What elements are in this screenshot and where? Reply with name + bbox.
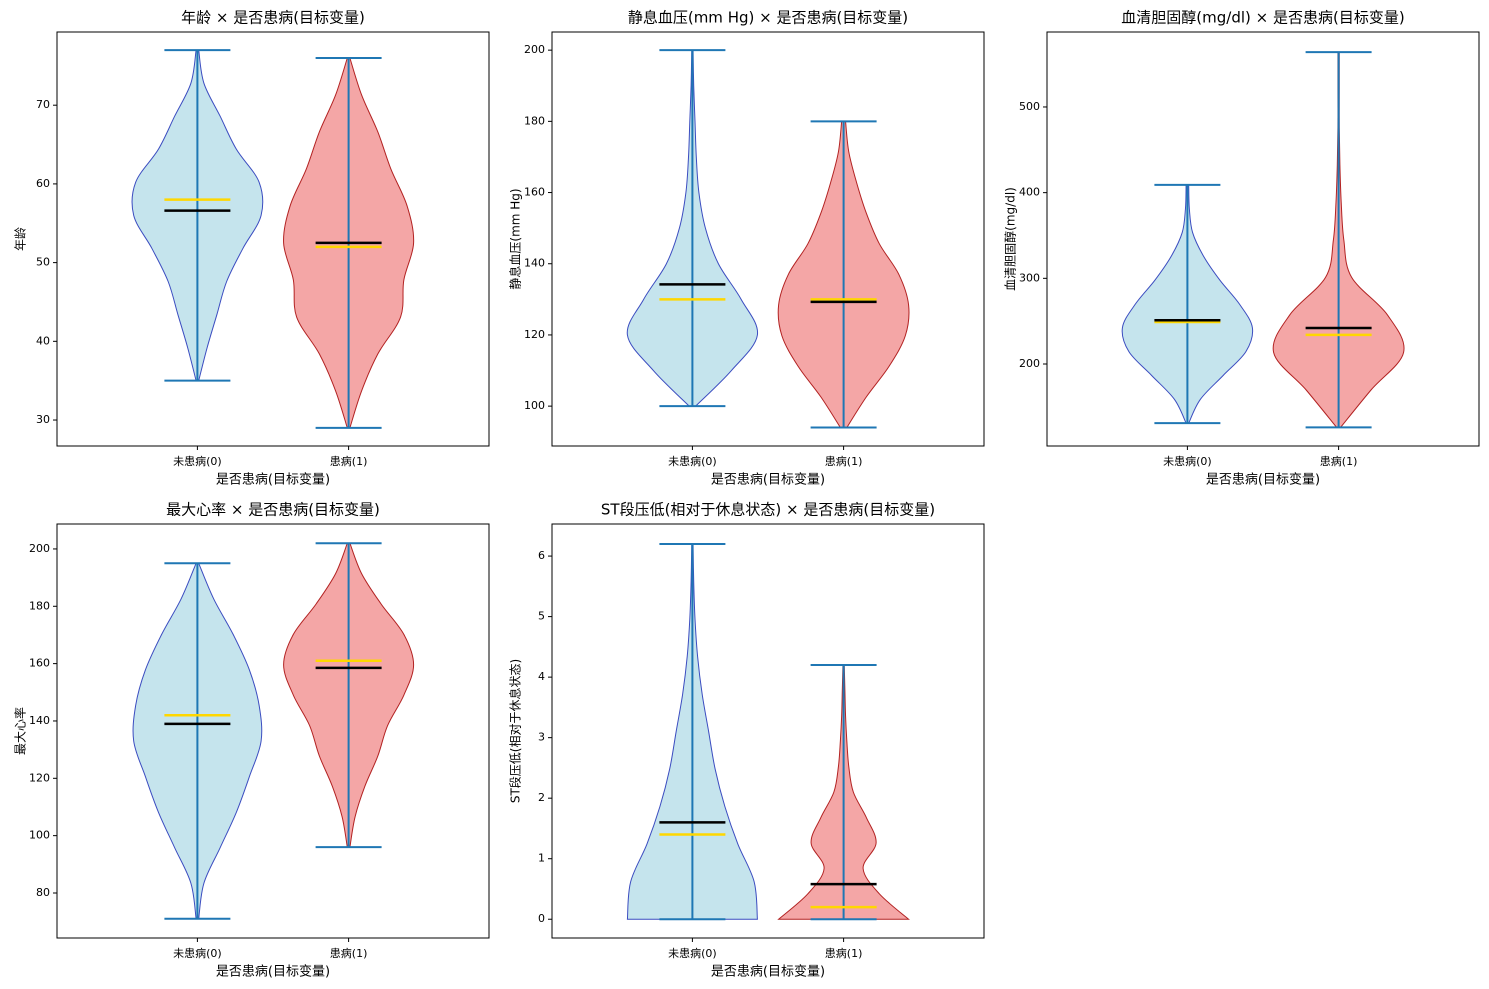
y-tick-label: 140 xyxy=(29,714,50,727)
subplot-title: 年龄 × 是否患病(目标变量) xyxy=(181,9,365,27)
x-axis-label: 是否患病(目标变量) xyxy=(1206,472,1320,488)
plot-frame xyxy=(551,31,985,447)
x-tick-label: 未患病(0) xyxy=(173,946,222,960)
x-axis-label: 是否患病(目标变量) xyxy=(216,964,330,980)
y-tick-label: 5 xyxy=(538,610,545,623)
subplot: 血清胆固醇(mg/dl) × 是否患病(目标变量) 是否患病(目标变量) 血清胆固醇… xyxy=(1003,9,1480,488)
y-axis-label: ST段压低(相对于休息状态) xyxy=(508,659,523,803)
y-tick-label: 200 xyxy=(1019,357,1040,370)
x-axis-label: 是否患病(目标变量) xyxy=(711,472,825,488)
x-tick-label: 未患病(0) xyxy=(668,946,717,960)
y-tick-label: 60 xyxy=(36,177,50,190)
y-tick-label: 100 xyxy=(524,399,545,412)
x-tick-label: 患病(1) xyxy=(825,946,863,960)
plot-frame xyxy=(56,31,490,447)
y-tick-label: 4 xyxy=(538,670,545,683)
y-tick-label: 3 xyxy=(538,731,545,744)
y-axis-label: 最大心率 xyxy=(13,707,28,755)
y-tick-label: 160 xyxy=(29,657,50,670)
subplot-title: ST段压低(相对于休息状态) × 是否患病(目标变量) xyxy=(601,501,935,519)
y-tick-label: 1 xyxy=(538,852,545,865)
y-tick-label: 100 xyxy=(29,829,50,842)
y-tick-label: 400 xyxy=(1019,186,1040,199)
y-axis-label: 年龄 xyxy=(14,227,28,251)
y-tick-label: 180 xyxy=(524,114,545,127)
x-axis-label: 是否患病(目标变量) xyxy=(711,964,825,980)
x-tick-label: 未患病(0) xyxy=(173,454,222,468)
y-tick-label: 70 xyxy=(36,98,50,111)
x-tick-label: 患病(1) xyxy=(825,454,863,468)
y-tick-label: 80 xyxy=(36,886,50,899)
subplot-title: 血清胆固醇(mg/dl) × 是否患病(目标变量) xyxy=(1121,9,1404,27)
y-tick-label: 30 xyxy=(36,413,50,426)
y-axis-label: 血清胆固醇(mg/dl) xyxy=(1003,187,1018,291)
plot-frame xyxy=(1046,31,1480,447)
plot-frame xyxy=(551,523,985,939)
x-tick-label: 患病(1) xyxy=(330,454,368,468)
y-tick-label: 140 xyxy=(524,257,545,270)
x-tick-label: 未患病(0) xyxy=(1163,454,1212,468)
y-tick-label: 6 xyxy=(538,549,545,562)
subplot: 最大心率 × 是否患病(目标变量) 是否患病(目标变量) 最大心率 80 100 120 1… xyxy=(13,501,490,980)
y-tick-label: 120 xyxy=(29,771,50,784)
x-tick-label: 未患病(0) xyxy=(668,454,717,468)
y-axis-label: 静息血压(mm Hg) xyxy=(508,188,523,289)
y-tick-label: 120 xyxy=(524,328,545,341)
x-axis-label: 是否患病(目标变量) xyxy=(216,472,330,488)
subplot: 静息血压(mm Hg) × 是否患病(目标变量) 是否患病(目标变量) 静息血压(m… xyxy=(508,9,985,488)
subplot-title: 静息血压(mm Hg) × 是否患病(目标变量) xyxy=(628,9,908,27)
y-tick-label: 180 xyxy=(29,599,50,612)
y-tick-label: 200 xyxy=(29,542,50,555)
y-tick-label: 0 xyxy=(538,912,545,925)
y-tick-label: 500 xyxy=(1019,100,1040,113)
plot-frame xyxy=(56,523,490,939)
y-tick-label: 200 xyxy=(524,43,545,56)
x-tick-label: 患病(1) xyxy=(330,946,368,960)
x-tick-label: 患病(1) xyxy=(1320,454,1358,468)
y-tick-label: 300 xyxy=(1019,271,1040,284)
y-tick-label: 40 xyxy=(36,334,50,347)
y-tick-label: 50 xyxy=(36,256,50,269)
y-tick-label: 2 xyxy=(538,791,545,804)
subplot: 年龄 × 是否患病(目标变量) 是否患病(目标变量) 年龄 30 40 50 60 70 未患病… xyxy=(14,9,490,488)
subplot: ST段压低(相对于休息状态) × 是否患病(目标变量) 是否患病(目标变量) ST段… xyxy=(508,501,985,980)
subplot-title: 最大心率 × 是否患病(目标变量) xyxy=(166,501,380,519)
y-tick-label: 160 xyxy=(524,186,545,199)
